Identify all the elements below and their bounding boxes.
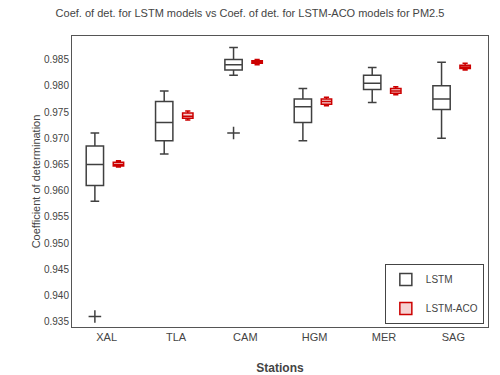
svg-text:TLA: TLA: [166, 331, 187, 343]
svg-text:0.965: 0.965: [44, 159, 69, 170]
svg-text:0.935: 0.935: [44, 316, 69, 327]
svg-text:MER: MER: [372, 331, 397, 343]
svg-text:0.945: 0.945: [44, 264, 69, 275]
svg-text:Coef. of det. for LSTM models: Coef. of det. for LSTM models vs Coef. o…: [56, 7, 445, 19]
svg-text:HGM: HGM: [302, 331, 328, 343]
svg-text:0.985: 0.985: [44, 54, 69, 65]
svg-text:LSTM: LSTM: [426, 274, 453, 285]
svg-text:CAM: CAM: [233, 331, 257, 343]
svg-text:Coefficient of determination: Coefficient of determination: [30, 115, 42, 249]
svg-text:SAG: SAG: [442, 331, 465, 343]
svg-text:0.940: 0.940: [44, 290, 69, 301]
svg-text:Stations: Stations: [256, 361, 304, 375]
svg-text:0.970: 0.970: [44, 133, 69, 144]
svg-text:0.980: 0.980: [44, 80, 69, 91]
svg-text:0.950: 0.950: [44, 238, 69, 249]
svg-text:XAL: XAL: [96, 331, 117, 343]
svg-text:LSTM-ACO: LSTM-ACO: [426, 303, 478, 314]
svg-text:0.975: 0.975: [44, 107, 69, 118]
svg-text:0.955: 0.955: [44, 211, 69, 222]
svg-text:0.960: 0.960: [44, 185, 69, 196]
